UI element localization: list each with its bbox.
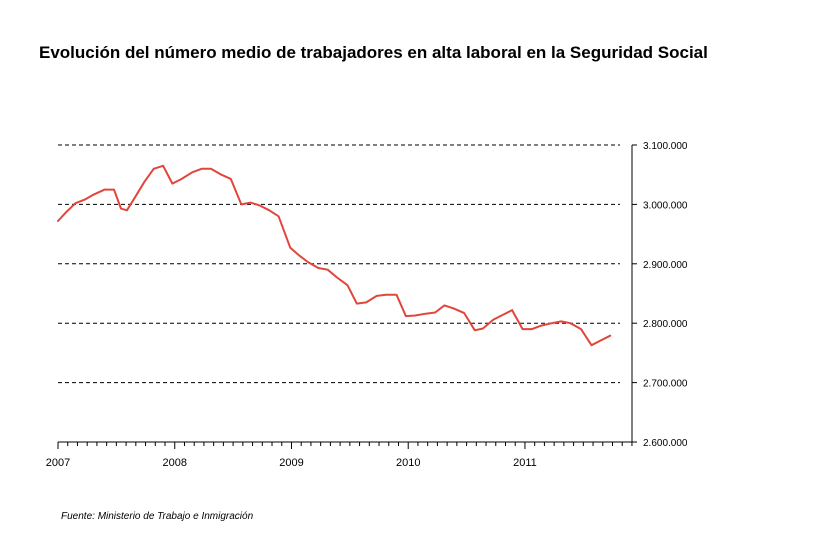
source-note: Fuente: Ministerio de Trabajo e Inmigrac… bbox=[61, 511, 254, 522]
chart-title: Evolución del número medio de trabajador… bbox=[39, 43, 708, 62]
y-tick-label: 3.100.000 bbox=[643, 141, 688, 152]
y-tick-label: 2.600.000 bbox=[643, 438, 688, 449]
series-group bbox=[57, 164, 612, 347]
series-line bbox=[57, 164, 612, 347]
y-tick-label: 2.800.000 bbox=[643, 319, 688, 330]
y-tick-label: 3.000.000 bbox=[643, 200, 688, 211]
x-tick-label: 2008 bbox=[162, 457, 186, 469]
x-axis: 2007 2008 2009 2010 2011 bbox=[46, 441, 633, 469]
x-tick-label: 2010 bbox=[396, 457, 420, 469]
x-tick-label: 2011 bbox=[513, 457, 537, 469]
y-axis-labels: 2.600.000 2.700.000 2.800.000 2.900.000 3.00… bbox=[631, 141, 688, 449]
x-tick-label: 2007 bbox=[46, 457, 70, 469]
x-tick-label: 2009 bbox=[279, 457, 303, 469]
gridlines bbox=[58, 144, 620, 384]
y-tick-label: 2.700.000 bbox=[643, 379, 688, 390]
y-tick-label: 2.900.000 bbox=[643, 260, 688, 271]
